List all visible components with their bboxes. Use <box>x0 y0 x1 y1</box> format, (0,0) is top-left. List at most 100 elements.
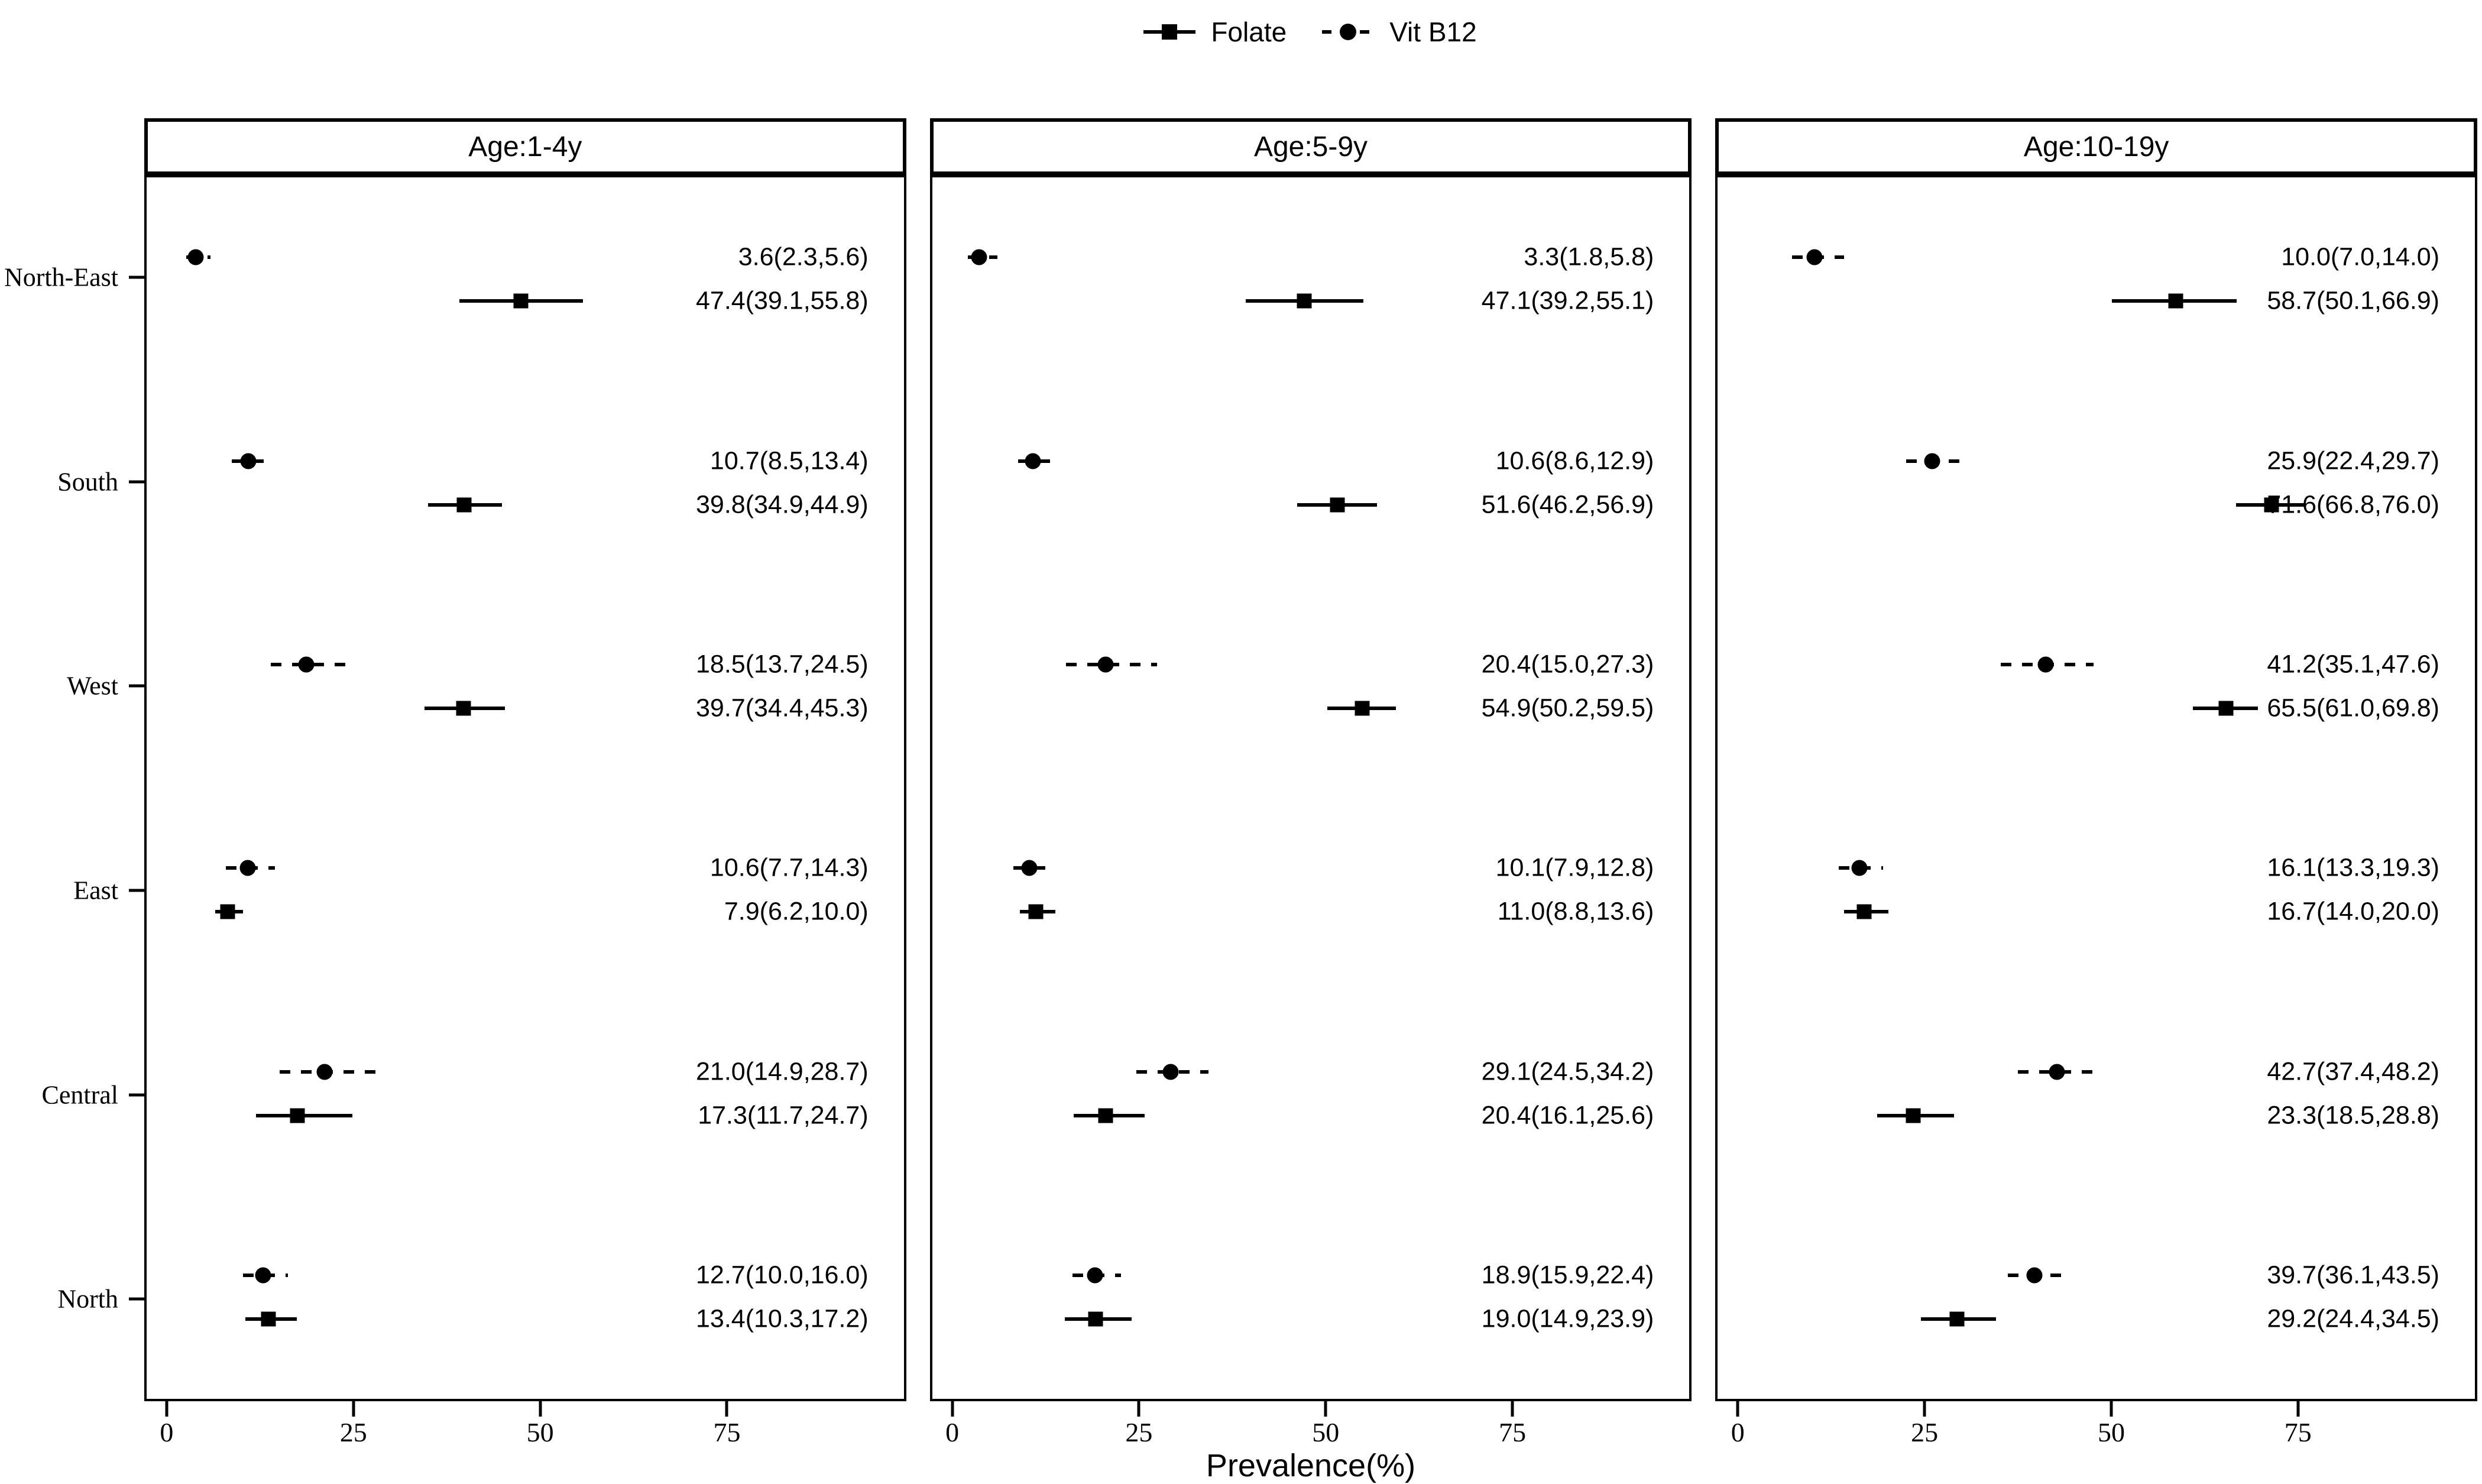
x-axis-tick <box>725 1401 728 1417</box>
y-axis-tick <box>129 889 144 892</box>
point-marker-square-folate <box>2264 497 2279 512</box>
value-label-vitb12: 39.7(36.1,43.5) <box>2267 1261 2440 1289</box>
folate-square-marker-icon <box>1162 24 1178 40</box>
point-marker-square-folate <box>456 701 471 716</box>
facet-header: Age:10-19y <box>1715 118 2478 175</box>
value-label-folate: 39.7(34.4,45.3) <box>696 694 869 722</box>
x-axis-tick <box>1137 1401 1140 1417</box>
y-axis-tick <box>129 480 144 483</box>
value-label-folate: 51.6(46.2,56.9) <box>1481 490 1654 519</box>
x-axis-tick-label: 50 <box>2097 1417 2125 1447</box>
x-axis: 0 25 50 75 <box>930 1401 1692 1451</box>
value-label-folate: 29.2(24.4,34.5) <box>2267 1304 2440 1333</box>
x-axis-tick <box>951 1401 954 1417</box>
point-marker-square-folate <box>1330 497 1345 512</box>
value-label-folate: 65.5(61.0,69.8) <box>2267 694 2440 722</box>
y-axis-region-labels: North-East South West East Central North <box>0 175 144 1401</box>
point-marker-square-folate <box>261 1311 276 1327</box>
point-marker-circle-vitb12 <box>298 656 315 673</box>
facet-panel: Age:10-19y 10.0(7.0,14.0) 58.7(50.1,66.9) 2… <box>1715 118 2478 1451</box>
legend-label-folate: Folate <box>1211 17 1287 47</box>
value-label-vitb12: 42.7(37.4,48.2) <box>2267 1057 2440 1086</box>
value-label-vitb12: 16.1(13.3,19.3) <box>2267 853 2440 882</box>
facet-plot-area: 3.3(1.8,5.8) 47.1(39.2,55.1) 10.6(8.6,12.9… <box>929 175 1692 1401</box>
region-label-central: Central <box>41 1080 118 1109</box>
value-label-vitb12: 10.6(8.6,12.9) <box>1495 446 1654 475</box>
region-label-north: North <box>57 1284 118 1314</box>
point-marker-circle-vitb12 <box>1087 1267 1103 1284</box>
y-axis-tick <box>129 1297 144 1301</box>
point-marker-square-folate <box>1355 701 1370 716</box>
point-marker-square-folate <box>456 497 472 512</box>
x-axis-title-row: Prevalence(%) <box>144 1449 2477 1483</box>
facet-panels: Age:1-4y 3.6(2.3,5.6) 47.4(39.1,55.8) 10.7(… <box>144 118 2482 1451</box>
point-marker-circle-vitb12 <box>1025 453 1041 469</box>
folate-key-line <box>1143 24 1196 40</box>
y-axis-tick <box>129 276 144 279</box>
value-label-folate: 19.0(14.9,23.9) <box>1481 1304 1654 1333</box>
value-label-folate: 54.9(50.2,59.5) <box>1481 694 1654 722</box>
chart-area: North-East South West East Central North Age:… <box>0 118 2482 1451</box>
value-label-vitb12: 3.6(2.3,5.6) <box>738 242 869 271</box>
y-axis-tick <box>129 684 144 688</box>
x-axis-tick <box>1324 1401 1327 1417</box>
x-axis-tick-label: 25 <box>1911 1417 1939 1447</box>
value-label-folate: 20.4(16.1,25.6) <box>1481 1101 1654 1129</box>
point-marker-square-folate <box>220 904 235 919</box>
facet-header: Age:5-9y <box>929 118 1692 175</box>
point-marker-circle-vitb12 <box>971 249 987 265</box>
x-axis-tick <box>1923 1401 1926 1417</box>
point-marker-circle-vitb12 <box>1851 860 1868 876</box>
x-axis-tick-label: 0 <box>945 1417 960 1447</box>
value-label-folate: 17.3(11.7,24.7) <box>698 1101 869 1129</box>
legend-item-vitb12: Vit B12 <box>1322 16 1477 48</box>
value-label-folate: 23.3(18.5,28.8) <box>2267 1101 2440 1129</box>
value-label-vitb12: 25.9(22.4,29.7) <box>2267 446 2440 475</box>
x-axis-tick-label: 75 <box>713 1417 741 1447</box>
x-axis-tick <box>539 1401 542 1417</box>
point-marker-circle-vitb12 <box>240 453 257 469</box>
x-axis-tick-label: 75 <box>2284 1417 2312 1447</box>
region-label-north-east: North-East <box>4 263 118 292</box>
value-label-folate: 47.1(39.2,55.1) <box>1481 286 1654 315</box>
value-label-folate: 16.7(14.0,20.0) <box>2267 897 2440 926</box>
point-marker-square-folate <box>2168 293 2183 309</box>
value-label-vitb12: 29.1(24.5,34.2) <box>1481 1057 1654 1086</box>
x-axis-tick-label: 50 <box>526 1417 554 1447</box>
y-axis-tick <box>129 1093 144 1096</box>
point-marker-circle-vitb12 <box>255 1267 271 1284</box>
point-marker-circle-vitb12 <box>1097 656 1114 673</box>
region-label-south: South <box>57 467 118 496</box>
value-label-vitb12: 20.4(15.0,27.3) <box>1481 650 1654 679</box>
x-axis: 0 25 50 75 <box>1715 1401 2477 1451</box>
point-marker-circle-vitb12 <box>2037 656 2054 673</box>
legend: Folate Vit B12 <box>144 15 2476 48</box>
facet-header: Age:1-4y <box>144 118 906 175</box>
point-marker-square-folate <box>1906 1108 1921 1123</box>
region-label-east: East <box>73 876 118 905</box>
x-axis-tick <box>1511 1401 1514 1417</box>
point-marker-square-folate <box>290 1108 305 1123</box>
point-marker-square-folate <box>1856 904 1872 919</box>
x-axis-tick <box>165 1401 169 1417</box>
value-label-vitb12: 41.2(35.1,47.6) <box>2267 650 2440 679</box>
point-marker-circle-vitb12 <box>316 1064 333 1080</box>
legend-label-vitb12: Vit B12 <box>1389 17 1477 47</box>
point-marker-square-folate <box>1088 1311 1103 1327</box>
value-label-vitb12: 18.9(15.9,22.4) <box>1481 1261 1654 1289</box>
point-marker-circle-vitb12 <box>2026 1267 2043 1284</box>
value-label-folate: 11.0(8.8,13.6) <box>1497 897 1654 926</box>
value-label-vitb12: 10.0(7.0,14.0) <box>2281 242 2440 271</box>
value-label-vitb12: 12.7(10.0,16.0) <box>696 1261 869 1289</box>
value-label-folate: 71.6(66.8,76.0) <box>2267 490 2440 519</box>
facet-panel: Age:5-9y 3.3(1.8,5.8) 47.1(39.2,55.1) 10.6(… <box>929 118 1692 1451</box>
point-marker-circle-vitb12 <box>1021 860 1038 876</box>
region-label-west: West <box>67 671 118 701</box>
point-marker-circle-vitb12 <box>1162 1064 1179 1080</box>
point-marker-circle-vitb12 <box>187 249 204 265</box>
x-axis: 0 25 50 75 <box>144 1401 906 1451</box>
x-axis-tick <box>2296 1401 2300 1417</box>
value-label-folate: 39.8(34.9,44.9) <box>696 490 869 519</box>
value-label-vitb12: 3.3(1.8,5.8) <box>1524 242 1654 271</box>
